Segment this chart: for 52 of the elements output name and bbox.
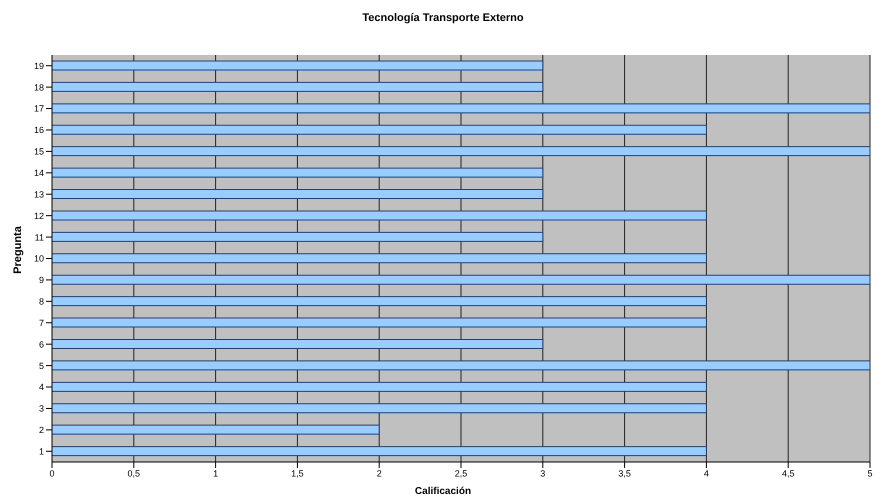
bar [52, 103, 870, 114]
bar [52, 424, 380, 435]
bar [52, 403, 707, 414]
x-tick-label: 0 [49, 468, 55, 478]
x-tick-label: 3,5 [618, 468, 631, 478]
bar [52, 124, 707, 135]
y-tick-label: 17 [34, 104, 44, 114]
bar [52, 253, 707, 264]
x-tick-label: 2 [376, 468, 382, 478]
y-tick-label: 3 [38, 404, 44, 414]
y-tick-label: 10 [34, 254, 44, 264]
bar [52, 210, 707, 220]
y-tick-label: 15 [34, 146, 44, 157]
bar [52, 232, 544, 242]
y-tick-label: 8 [38, 296, 44, 307]
y-tick-label: 13 [34, 189, 44, 200]
bar [52, 168, 544, 178]
x-tick-label: 5 [867, 468, 873, 478]
bar [52, 60, 544, 70]
x-tick-label: 4 [704, 468, 709, 478]
y-tick-label: 11 [34, 232, 44, 242]
bar [52, 382, 707, 392]
y-axis-title: Pregunta [12, 226, 24, 274]
y-tick-label: 9 [38, 275, 44, 286]
bar [52, 82, 544, 92]
bar [52, 274, 870, 285]
y-tick-label: 6 [38, 339, 44, 350]
y-tick-label: 14 [34, 168, 44, 178]
x-tick-label: 1,5 [291, 468, 304, 478]
x-tick-label: 4,5 [782, 468, 794, 478]
x-axis-title: Calificación [414, 486, 472, 497]
y-tick-label: 5 [38, 360, 44, 371]
y-tick-label: 1 [38, 446, 44, 456]
y-tick-label: 12 [34, 210, 44, 221]
y-tick-label: 18 [34, 82, 44, 92]
y-tick-label: 2 [38, 425, 44, 436]
bar [52, 360, 870, 370]
bar [52, 146, 870, 156]
y-tick-label: 7 [38, 318, 44, 328]
y-tick-label: 19 [34, 60, 44, 71]
y-tick-label: 16 [34, 125, 44, 136]
bar [52, 338, 544, 349]
y-tick-label: 4 [38, 382, 44, 392]
x-tick-label: 3 [540, 468, 546, 478]
x-tick-label: 0,5 [128, 468, 140, 478]
bar [52, 296, 707, 306]
x-tick-label: 2,5 [454, 468, 468, 478]
bar [52, 318, 707, 328]
bar [52, 446, 707, 456]
chart-title: Tecnología Transporte Externo [361, 12, 525, 24]
x-tick-label: 1 [213, 468, 218, 478]
bar [52, 189, 544, 200]
